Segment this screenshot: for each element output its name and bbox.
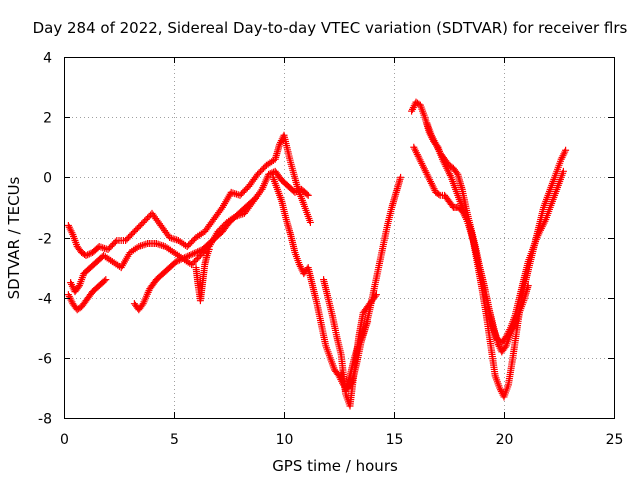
- data-point: [172, 258, 180, 266]
- y-tick-label: 4: [43, 51, 52, 67]
- data-point: [291, 188, 299, 196]
- data-point-interp: [187, 251, 195, 259]
- data-point-interp: [176, 256, 183, 264]
- data-point-interp: [107, 243, 115, 251]
- data-point-interp: [257, 187, 265, 195]
- data-point-interp: [453, 169, 461, 177]
- data-point: [524, 282, 532, 290]
- data-point: [364, 318, 372, 326]
- data-point: [559, 167, 567, 175]
- data-point-interp: [190, 249, 198, 257]
- data-point: [251, 194, 259, 202]
- data-point-interp: [138, 220, 146, 228]
- data-point: [185, 252, 193, 260]
- data-point: [205, 246, 213, 254]
- data-point-interp: [191, 258, 199, 266]
- y-axis-label: SDTVAR / TECUs: [5, 176, 23, 299]
- x-axis-label: GPS time / hours: [272, 457, 398, 475]
- y-tick-label: -8: [38, 412, 52, 428]
- data-point-interp: [435, 190, 443, 198]
- data-point-interp: [140, 241, 148, 249]
- data-point-interp: [182, 253, 190, 261]
- x-tick-label: 0: [60, 432, 69, 448]
- y-tick-label: 2: [43, 111, 52, 127]
- data-point-interp: [303, 190, 311, 198]
- data-point-interp: [195, 253, 203, 261]
- data-point-interp: [125, 234, 133, 241]
- data-point-interp: [217, 205, 225, 213]
- data-point-interp: [133, 224, 141, 232]
- data-point: [304, 191, 312, 199]
- data-point-interp: [84, 251, 92, 259]
- chart-title: Day 284 of 2022, Sidereal Day-to-day VTE…: [33, 19, 628, 37]
- data-point: [265, 170, 273, 178]
- x-tick-labels: 0 5 10 15 20 25: [60, 432, 623, 448]
- data-points: [64, 98, 570, 410]
- data-point-interp: [250, 196, 258, 204]
- data-point-interp: [177, 255, 185, 263]
- data-point: [372, 291, 380, 299]
- data-point-interp: [142, 240, 150, 248]
- data-point-interp: [156, 241, 164, 249]
- data-point-interp: [142, 215, 150, 223]
- data-point-interp: [174, 257, 182, 265]
- data-point-interp: [501, 343, 509, 351]
- data-point-interp: [74, 283, 82, 291]
- data-point: [192, 249, 200, 257]
- data-point-interp: [266, 170, 274, 178]
- data-point-interp: [189, 250, 197, 258]
- x-tick-label: 20: [496, 432, 514, 448]
- x-tick-label: 25: [606, 432, 624, 448]
- data-point: [152, 240, 160, 248]
- data-point-interp: [129, 229, 137, 237]
- data-point-interp: [195, 247, 203, 255]
- data-point-interp: [371, 292, 379, 300]
- data-point-interp: [85, 250, 93, 258]
- data-point-interp: [194, 248, 202, 256]
- data-point-interp: [99, 244, 107, 252]
- data-point: [397, 173, 405, 181]
- y-tick-labels: -8 -6 -4 -2 0 2 4: [38, 51, 52, 428]
- data-point-interp: [293, 188, 301, 196]
- y-tick-label: -2: [38, 232, 52, 248]
- data-point-interp: [154, 240, 162, 248]
- data-point-interp: [100, 277, 108, 285]
- data-point-interp: [180, 254, 188, 262]
- data-point: [102, 276, 110, 284]
- data-point: [306, 218, 314, 226]
- y-tick-label: -4: [38, 292, 52, 308]
- data-point: [179, 255, 187, 263]
- data-point-interp: [108, 241, 116, 249]
- data-point-interp: [111, 238, 119, 246]
- data-point-interp: [239, 188, 247, 196]
- data-point-interp: [257, 167, 265, 175]
- x-tick-label: 15: [386, 432, 404, 448]
- axis-ticks: [64, 57, 615, 419]
- data-point-interp: [186, 240, 194, 248]
- x-tick-label: 5: [170, 432, 179, 448]
- data-point: [562, 146, 570, 154]
- x-tick-label: 10: [276, 432, 294, 448]
- y-tick-label: -6: [38, 352, 52, 368]
- data-point-interp: [184, 252, 192, 260]
- data-point: [82, 252, 90, 260]
- y-tick-label: 0: [43, 171, 52, 187]
- data-point: [122, 237, 130, 245]
